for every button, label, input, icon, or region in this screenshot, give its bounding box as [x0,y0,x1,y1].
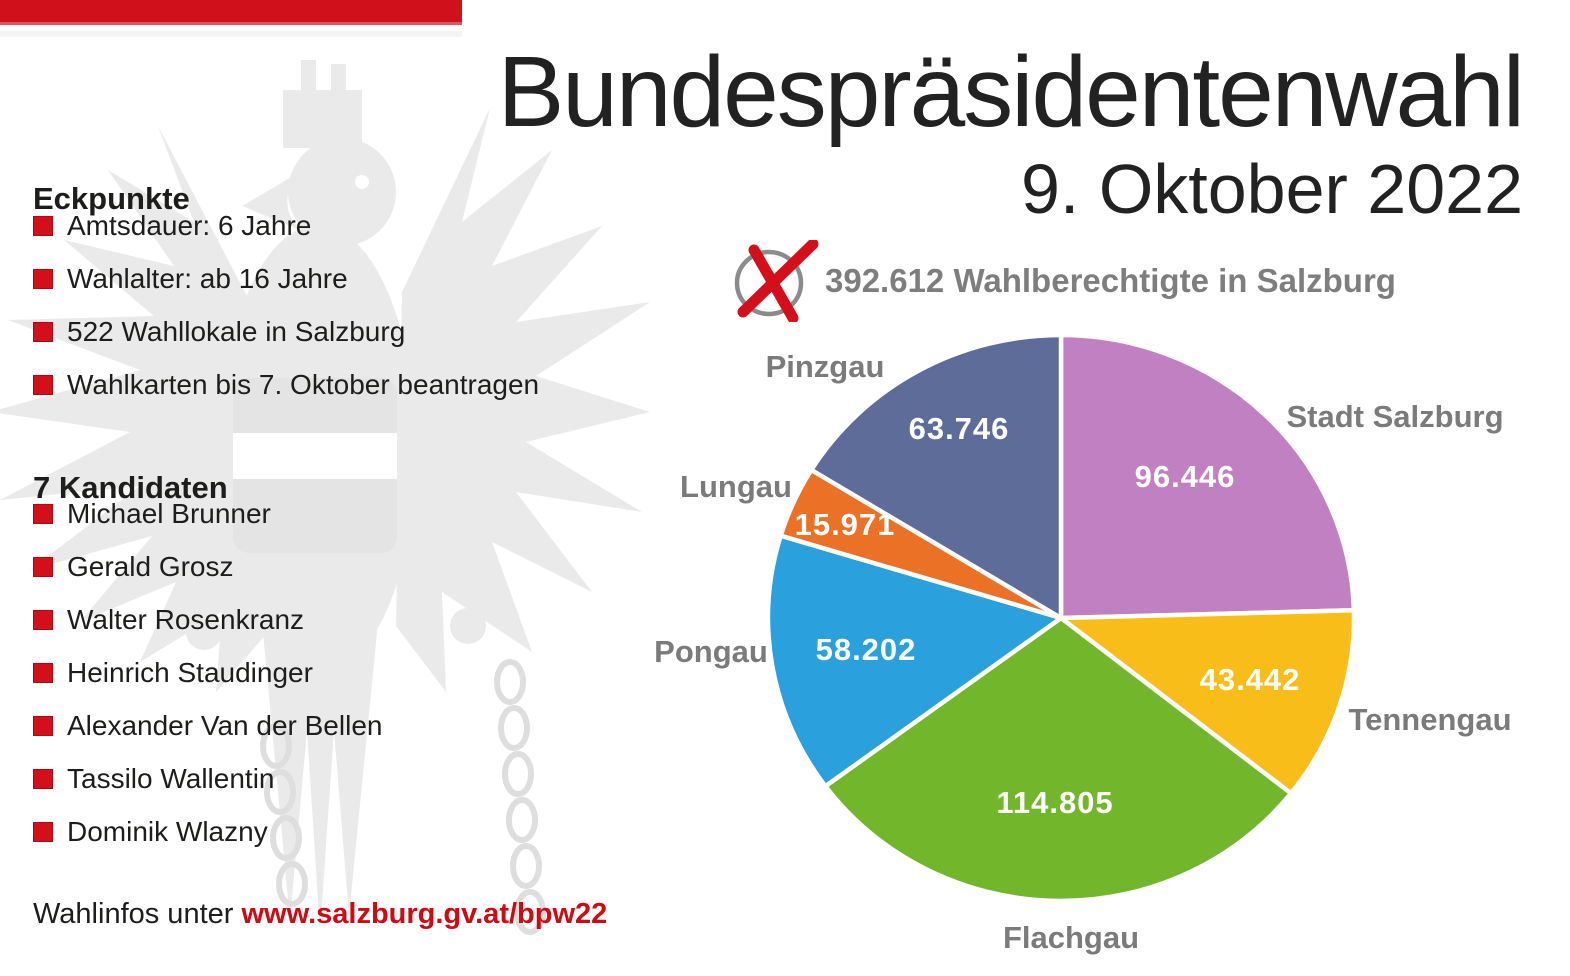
slice-value-lungau: 15.971 [794,507,896,542]
page-title: Bundespräsidentenwahl [497,36,1525,148]
top-red-bar [0,0,462,25]
red-square-bullet [33,504,53,524]
list-item: Walter Rosenkranz [33,604,382,635]
slice-value-stadt-salzburg: 96.446 [1134,459,1236,494]
kandidaten-list: Michael Brunner Gerald Grosz Walter Rose… [33,498,383,871]
pie-slice-flachgau [823,615,1294,904]
top-bar-shadow [0,31,462,37]
candidate-name: Gerald Grosz [67,551,234,582]
pie-chart [765,332,1357,904]
eagle-crown [283,60,362,148]
list-item: Alexander Van der Bellen [33,710,383,741]
red-square-bullet [33,716,53,736]
list-item: Amtsdauer: 6 Jahre [33,210,539,241]
list-item: 522 Wahllokale in Salzburg [33,316,539,347]
ballot-x-icon [734,240,819,322]
slice-label-pinzgau: Pinzgau [765,349,885,384]
slice-label-flachgau: Flachgau [1002,920,1140,955]
footer-line: Wahlinfos unter www.salzburg.gv.at/bpw22 [33,898,607,931]
list-item-label: Wahlalter: ab 16 Jahre [67,263,348,294]
slice-value-pinzgau: 63.746 [908,411,1010,446]
red-square-bullet [33,216,53,236]
red-square-bullet [33,822,53,842]
red-square-bullet [33,769,53,789]
red-square-bullet [33,322,53,342]
candidate-name: Heinrich Staudinger [67,657,313,688]
slice-value-pongau: 58.202 [815,632,917,667]
list-item-label: Amtsdauer: 6 Jahre [67,210,312,241]
slice-value-tennengau: 43.442 [1199,662,1301,697]
slice-label-pongau: Pongau [654,634,768,669]
list-item-label: 522 Wahllokale in Salzburg [67,316,406,347]
red-square-bullet [33,269,53,289]
candidate-name: Alexander Van der Bellen [67,710,383,741]
list-item-label: Wahlkarten bis 7. Oktober beantragen [67,369,540,400]
pie-slice-tennengau [1058,608,1357,796]
slice-label-tennengau: Tennengau [1348,702,1512,737]
list-item: Michael Brunner [33,498,382,529]
candidate-name: Dominik Wlazny [67,816,268,847]
chart-title: 392.612 Wahlberechtigte in Salzburg [825,262,1396,299]
list-item: Wahlalter: ab 16 Jahre [33,263,539,294]
slice-value-flachgau: 114.805 [996,785,1114,820]
list-item: Dominik Wlazny [33,816,382,847]
red-square-bullet [33,610,53,630]
footer-text: Wahlinfos unter [33,898,234,930]
footer-link[interactable]: www.salzburg.gv.at/bpw22 [241,898,608,930]
kandidaten-heading: 7 Kandidaten [33,469,228,505]
red-square-bullet [33,375,53,395]
title-block: Bundespräsidentenwahl 9. Oktober 2022 [497,36,1525,228]
candidate-name: Walter Rosenkranz [67,604,305,635]
red-square-bullet [33,663,53,683]
eckpunkte-list: Amtsdauer: 6 Jahre Wahlalter: ab 16 Jahr… [33,210,540,424]
slice-label-stadt-salzburg: Stadt Salzburg [1286,399,1504,434]
pie-slice-stadt-salzburg [1058,332,1357,621]
slice-label-lungau: Lungau [680,469,792,504]
eckpunkte-heading: Eckpunkte [33,180,190,216]
list-item: Gerald Grosz [33,551,382,582]
red-square-bullet [33,557,53,577]
candidate-name: Tassilo Wallentin [67,763,275,794]
candidate-name: Michael Brunner [67,498,271,529]
list-item: Wahlkarten bis 7. Oktober beantragen [33,369,540,400]
list-item: Tassilo Wallentin [33,763,382,794]
pie-slice-pinzgau [809,332,1064,621]
page-date: 9. Oktober 2022 [1021,150,1523,228]
list-item: Heinrich Staudinger [33,657,382,688]
